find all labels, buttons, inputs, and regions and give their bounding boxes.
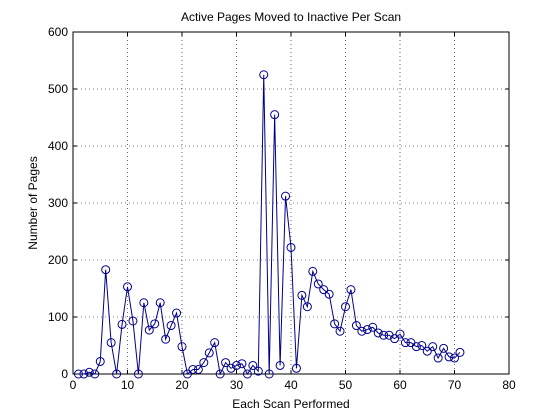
data-point xyxy=(330,319,340,329)
data-point xyxy=(161,334,171,344)
data-point xyxy=(319,285,329,295)
x-tick-label: 10 xyxy=(121,378,135,392)
data-point xyxy=(221,358,231,368)
data-point xyxy=(73,369,83,379)
data-point xyxy=(390,334,400,344)
data-point xyxy=(242,369,252,379)
data-point xyxy=(297,290,307,300)
data-point xyxy=(259,70,269,80)
data-point xyxy=(215,369,225,379)
data-point xyxy=(368,322,378,332)
data-point xyxy=(150,319,160,329)
data-point xyxy=(182,369,192,379)
data-point xyxy=(286,242,296,252)
data-point xyxy=(444,352,454,362)
data-point xyxy=(417,341,427,350)
x-tick-label: 20 xyxy=(175,378,189,392)
data-point xyxy=(264,369,274,379)
data-point xyxy=(188,364,198,374)
data-point xyxy=(351,321,361,331)
data-point xyxy=(95,356,105,366)
data-point xyxy=(133,369,143,379)
series-line xyxy=(78,74,461,376)
y-tick-label: 0 xyxy=(61,367,68,381)
data-point xyxy=(84,367,94,377)
data-point xyxy=(357,326,367,336)
data-point xyxy=(172,308,182,318)
data-point xyxy=(362,325,372,335)
x-tick-label: 70 xyxy=(448,378,462,392)
data-points xyxy=(73,70,465,379)
data-point xyxy=(373,328,383,338)
data-point xyxy=(308,266,318,276)
data-point xyxy=(313,279,323,289)
data-point xyxy=(346,285,356,295)
data-point xyxy=(193,364,203,374)
data-point xyxy=(177,342,187,352)
data-point xyxy=(275,360,285,370)
data-point xyxy=(422,346,432,356)
data-point xyxy=(411,342,421,352)
grid-lines xyxy=(73,32,509,374)
data-point xyxy=(123,282,132,292)
data-point xyxy=(248,360,258,370)
x-tick-label: 0 xyxy=(70,378,77,392)
data-point xyxy=(112,369,122,379)
data-point xyxy=(253,366,263,376)
data-point xyxy=(400,338,410,348)
data-point xyxy=(281,191,291,201)
data-point xyxy=(237,359,247,369)
data-point xyxy=(204,348,214,358)
data-point xyxy=(379,330,389,340)
data-point xyxy=(155,298,165,308)
data-point xyxy=(291,363,301,373)
data-point xyxy=(433,353,443,363)
data-point xyxy=(101,265,111,275)
data-point xyxy=(139,298,149,308)
data-point xyxy=(335,326,345,336)
x-tick-label: 40 xyxy=(284,378,298,392)
data-point xyxy=(226,363,236,373)
data-point xyxy=(341,302,350,312)
y-tick-label: 100 xyxy=(48,310,68,324)
data-point xyxy=(79,369,89,379)
y-tick-label: 200 xyxy=(48,253,68,267)
y-tick-label: 400 xyxy=(48,139,68,153)
axis-ticks xyxy=(72,31,510,375)
data-point xyxy=(166,321,176,331)
data-point xyxy=(324,289,334,299)
x-tick-label: 30 xyxy=(230,378,244,392)
data-point xyxy=(428,342,438,352)
data-point xyxy=(439,343,449,353)
data-point xyxy=(128,316,138,326)
data-point xyxy=(90,369,100,379)
tick-labels: 0 10 20 30 40 50 60 70 80 0 100 200 300 400 500 600 xyxy=(48,25,516,392)
y-axis-label: Number of Pages xyxy=(26,156,40,249)
x-tick-label: 80 xyxy=(502,378,516,392)
data-point xyxy=(199,358,209,368)
data-point xyxy=(450,353,459,363)
y-tick-label: 300 xyxy=(48,196,68,210)
y-tick-label: 500 xyxy=(48,82,68,96)
x-axis-label: Each Scan Performed xyxy=(232,397,349,411)
chart-title: Active Pages Moved to Inactive Per Scan xyxy=(181,10,401,24)
x-tick-label: 50 xyxy=(339,378,353,392)
data-point xyxy=(455,347,465,357)
data-point xyxy=(106,338,116,348)
x-tick-label: 60 xyxy=(393,378,407,392)
data-point xyxy=(232,360,241,370)
data-point xyxy=(302,302,312,312)
data-point xyxy=(144,325,154,335)
y-tick-label: 600 xyxy=(48,25,68,39)
data-point xyxy=(117,319,127,329)
data-point xyxy=(210,338,220,348)
data-point xyxy=(395,329,405,339)
data-point xyxy=(270,110,280,120)
